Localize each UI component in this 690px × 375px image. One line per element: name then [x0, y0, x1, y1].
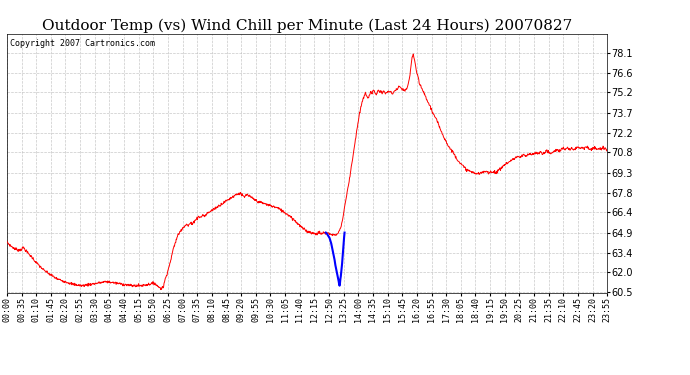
Title: Outdoor Temp (vs) Wind Chill per Minute (Last 24 Hours) 20070827: Outdoor Temp (vs) Wind Chill per Minute … — [42, 18, 572, 33]
Text: Copyright 2007 Cartronics.com: Copyright 2007 Cartronics.com — [10, 39, 155, 48]
